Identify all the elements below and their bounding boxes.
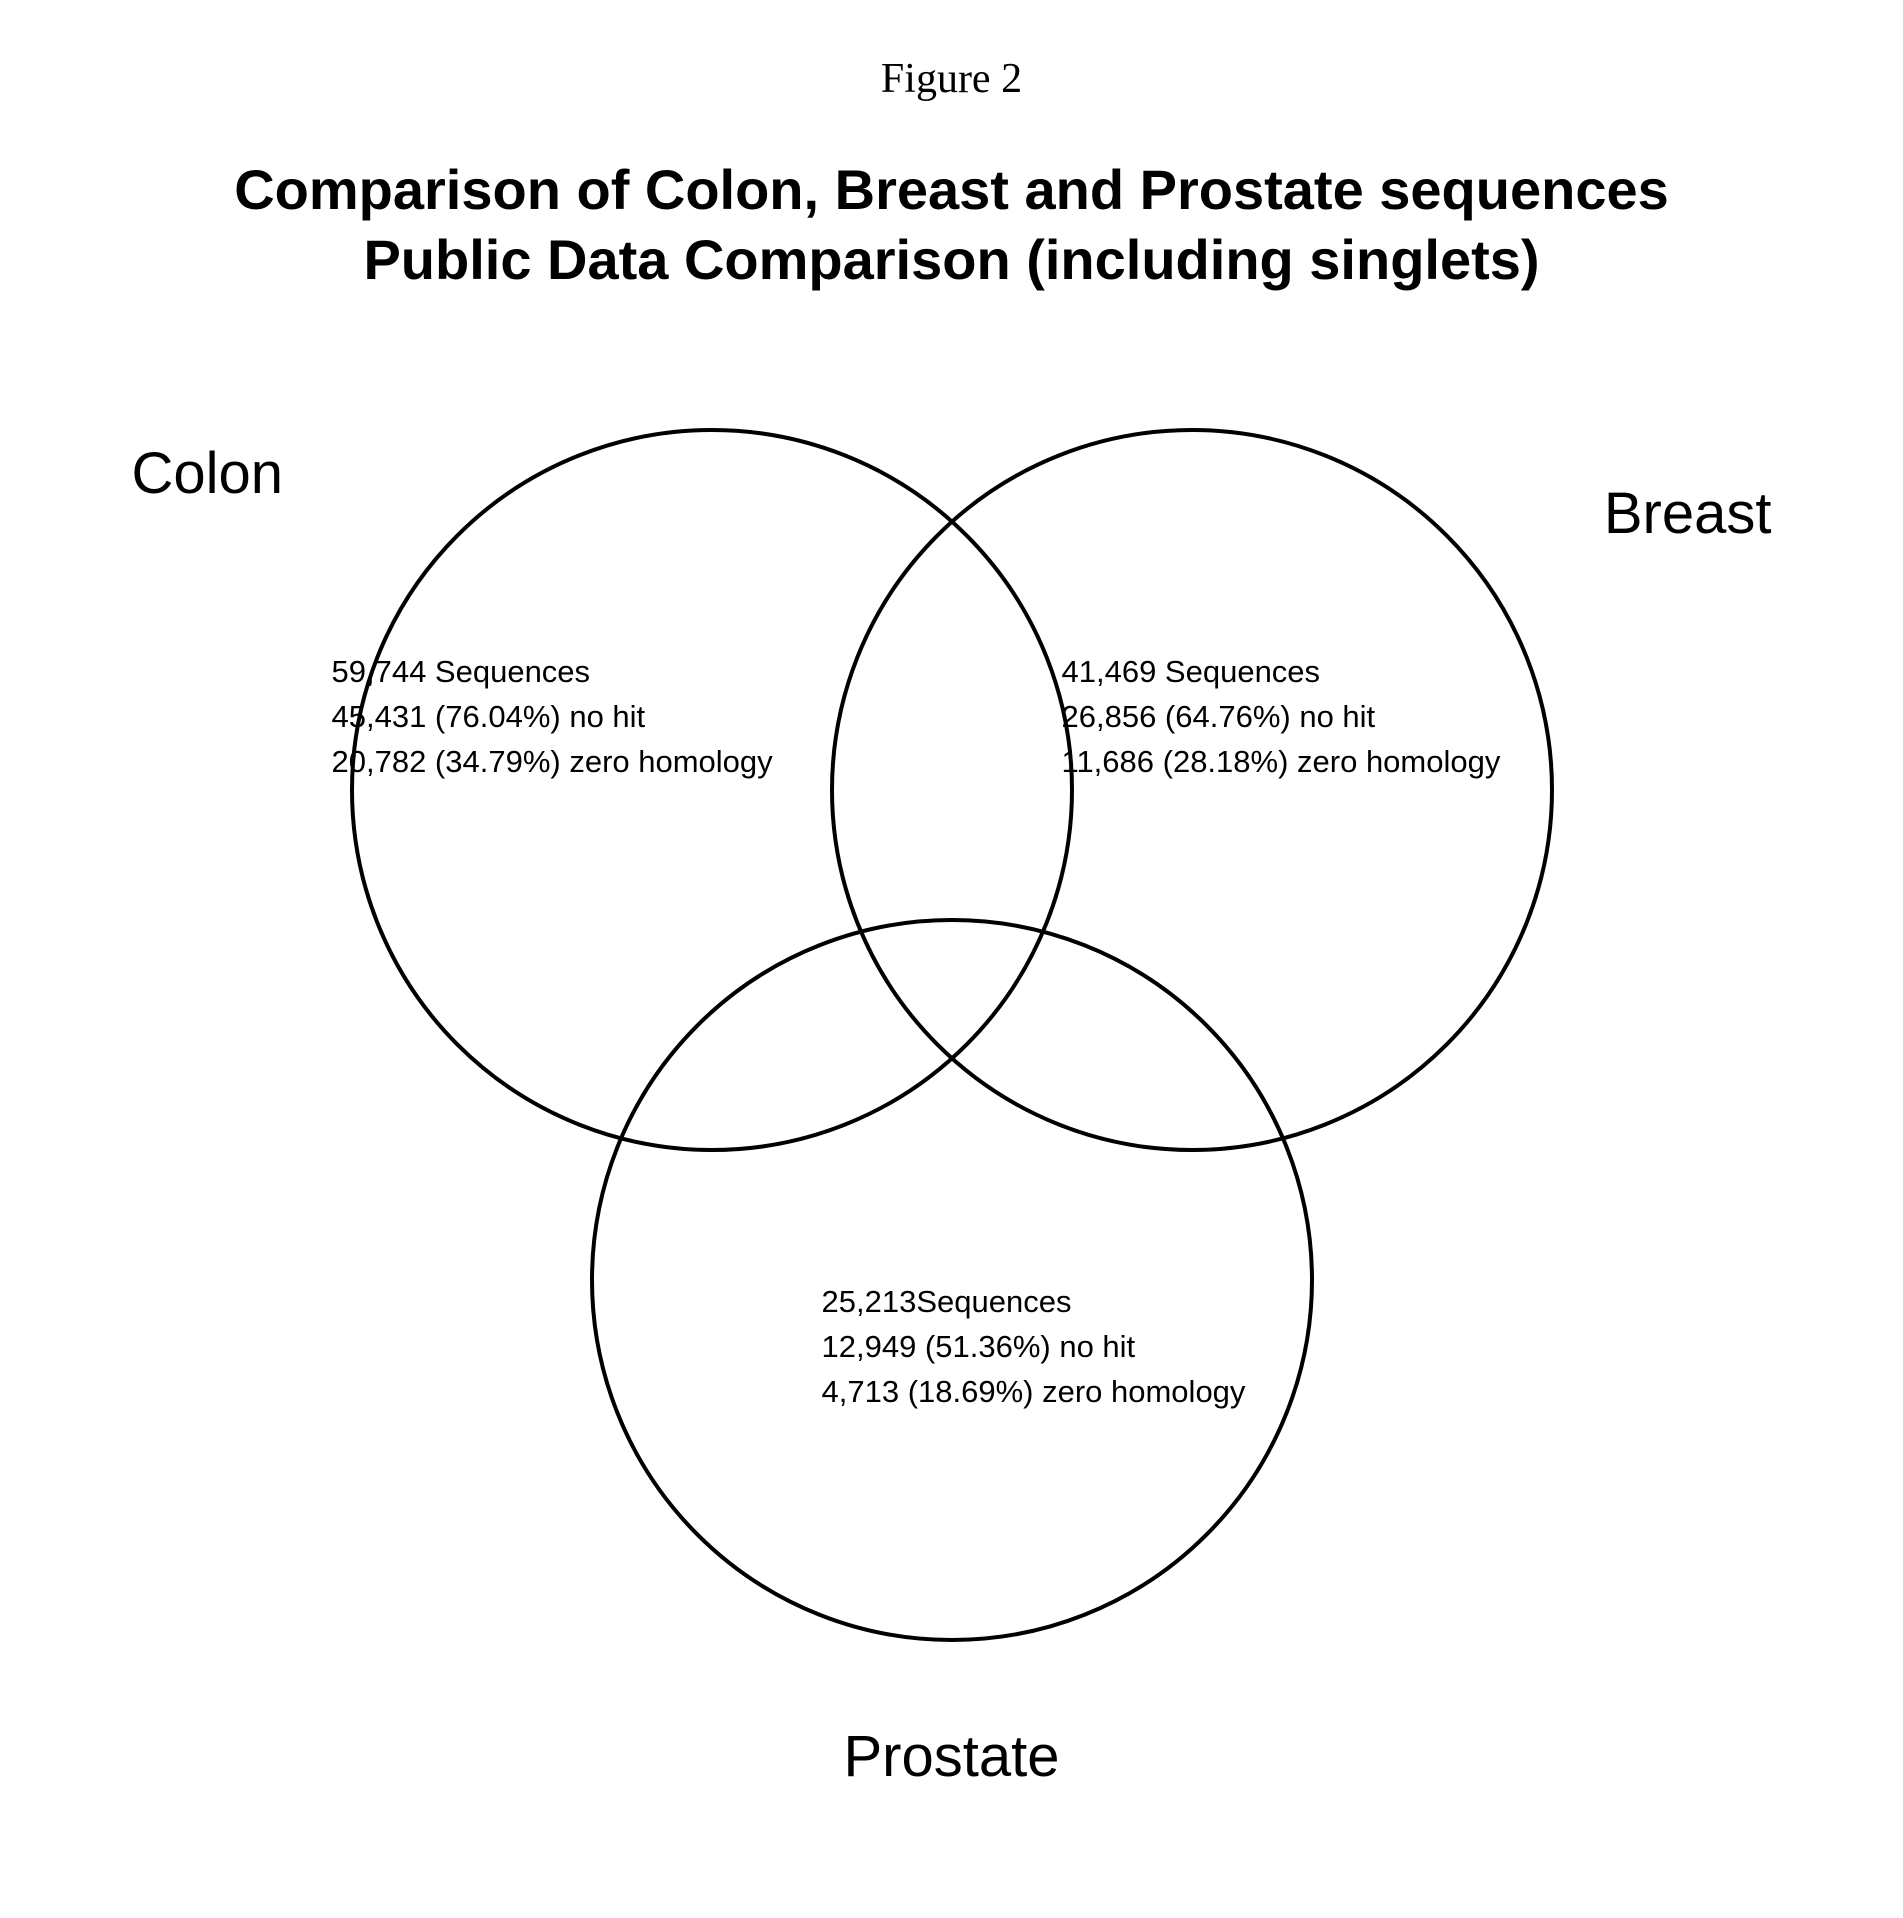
title-block: Comparison of Colon, Breast and Prostate… bbox=[0, 155, 1903, 295]
data-breast-line2: 26,856 (64.76%) no hit bbox=[1062, 695, 1501, 740]
data-breast: 41,469 Sequences 26,856 (64.76%) no hit … bbox=[1062, 650, 1501, 785]
data-colon: 59,744 Sequences 45,431 (76.04%) no hit … bbox=[332, 650, 773, 785]
data-colon-line1: 59,744 Sequences bbox=[332, 650, 773, 695]
venn-diagram: Colon Breast Prostate 59,744 Sequences 4… bbox=[102, 410, 1802, 1810]
venn-svg bbox=[102, 410, 1802, 1810]
data-breast-line3: 11,686 (28.18%) zero homology bbox=[1062, 740, 1501, 785]
circle-colon bbox=[352, 430, 1072, 1150]
figure-label: Figure 2 bbox=[881, 55, 1022, 103]
data-prostate: 25,213Sequences 12,949 (51.36%) no hit 4… bbox=[822, 1280, 1246, 1415]
data-colon-line3: 20,782 (34.79%) zero homology bbox=[332, 740, 773, 785]
label-breast: Breast bbox=[1604, 480, 1772, 547]
data-prostate-line2: 12,949 (51.36%) no hit bbox=[822, 1325, 1246, 1370]
data-prostate-line3: 4,713 (18.69%) zero homology bbox=[822, 1370, 1246, 1415]
data-colon-line2: 45,431 (76.04%) no hit bbox=[332, 695, 773, 740]
label-colon: Colon bbox=[132, 440, 284, 507]
circle-breast bbox=[832, 430, 1552, 1150]
data-breast-line1: 41,469 Sequences bbox=[1062, 650, 1501, 695]
data-prostate-line1: 25,213Sequences bbox=[822, 1280, 1246, 1325]
label-prostate: Prostate bbox=[844, 1723, 1060, 1790]
title-line-2: Public Data Comparison (including single… bbox=[0, 225, 1903, 295]
title-line-1: Comparison of Colon, Breast and Prostate… bbox=[0, 155, 1903, 225]
